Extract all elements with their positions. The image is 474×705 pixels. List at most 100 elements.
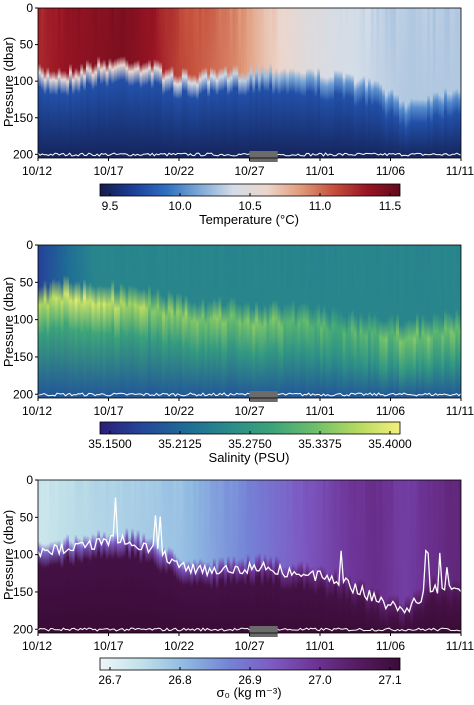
profile-column — [266, 480, 270, 633]
profile-column — [167, 8, 172, 158]
profile-column — [125, 480, 129, 633]
colorbar-tick-label: 26.8 — [168, 673, 192, 687]
profile-column — [102, 8, 107, 158]
profile-column — [218, 245, 222, 398]
profile-column — [444, 8, 448, 158]
profile-column — [257, 480, 262, 633]
colorbar-tick-label: 26.7 — [98, 673, 122, 687]
profile-column — [69, 8, 73, 158]
profile-column — [131, 245, 135, 398]
y-tick-label: 0 — [26, 473, 33, 487]
profile-column — [105, 480, 110, 633]
profile-column — [85, 480, 90, 633]
profile-column — [446, 8, 451, 158]
profile-column — [325, 480, 330, 633]
profile-column — [243, 480, 248, 633]
profile-column — [317, 8, 321, 158]
profile-column — [266, 8, 270, 158]
profile-column — [325, 245, 330, 398]
profile-column — [274, 480, 279, 633]
profile-column — [100, 8, 104, 158]
profile-column — [413, 245, 417, 398]
profile-column — [119, 8, 124, 158]
profile-column — [131, 480, 135, 633]
profile-column — [150, 245, 155, 398]
profile-column — [286, 8, 290, 158]
profile-column — [232, 245, 236, 398]
profile-column — [390, 8, 394, 158]
profile-column — [348, 480, 352, 633]
y-tick-label: 0 — [26, 238, 33, 252]
profile-column — [314, 245, 318, 398]
profile-column — [226, 8, 231, 158]
profile-column — [63, 480, 67, 633]
profile-column — [449, 245, 454, 398]
profile-column — [334, 245, 338, 398]
y-tick-label: 0 — [26, 1, 33, 15]
profile-column — [421, 245, 425, 398]
profile-column — [288, 8, 293, 158]
profile-column — [97, 480, 101, 633]
profile-column — [432, 480, 437, 633]
profile-column — [159, 8, 163, 158]
profile-column — [415, 8, 420, 158]
colorbar-tick-label: 26.9 — [238, 673, 262, 687]
profile-column — [407, 8, 411, 158]
profile-column — [305, 8, 310, 158]
profile-column — [122, 245, 127, 398]
profile-column — [128, 480, 132, 633]
profile-column — [179, 480, 183, 633]
profile-column — [424, 8, 428, 158]
x-tick-label: 10/12 — [22, 404, 52, 418]
profile-column — [404, 480, 409, 633]
profile-column — [269, 8, 273, 158]
profile-column — [91, 480, 95, 633]
y-tick-label: 150 — [13, 585, 33, 599]
profile-column — [382, 245, 386, 398]
colorbar-label: σ₀ (kg m⁻³) — [216, 685, 281, 700]
profile-column — [170, 245, 174, 398]
profile-column — [195, 8, 200, 158]
profile-column — [455, 245, 459, 398]
profile-column — [43, 480, 48, 633]
y-tick-label: 200 — [13, 147, 33, 161]
profile-column — [133, 245, 138, 398]
profile-column — [314, 480, 318, 633]
profile-column — [224, 245, 228, 398]
profile-column — [255, 8, 259, 158]
profile-column — [353, 480, 358, 633]
y-tick-label: 50 — [20, 38, 34, 52]
profile-column — [458, 245, 461, 398]
profile-column — [142, 245, 146, 398]
profile-column — [221, 8, 225, 158]
profile-column — [226, 245, 231, 398]
profile-column — [54, 245, 59, 398]
profile-column — [387, 480, 392, 633]
profile-column — [444, 480, 448, 633]
profile-column — [446, 245, 451, 398]
profile-column — [193, 480, 197, 633]
profile-column — [226, 480, 231, 633]
profile-column — [365, 480, 369, 633]
profile-column — [71, 480, 76, 633]
profile-column — [77, 245, 81, 398]
profile-column — [153, 8, 158, 158]
profile-column — [367, 480, 372, 633]
profile-column — [136, 245, 141, 398]
profile-column — [77, 8, 81, 158]
profile-column — [80, 245, 84, 398]
profile-column — [418, 8, 423, 158]
profile-column — [291, 8, 296, 158]
profile-column — [407, 480, 411, 633]
profile-column — [184, 8, 189, 158]
profile-column — [232, 8, 236, 158]
x-tick-label: 10/17 — [93, 639, 123, 653]
profile-column — [429, 245, 434, 398]
profile-column — [181, 8, 186, 158]
profile-column — [277, 8, 282, 158]
profile-column — [435, 480, 440, 633]
profile-column — [111, 8, 115, 158]
profile-column — [269, 480, 273, 633]
x-tick-label: 10/22 — [164, 164, 194, 178]
profile-column — [238, 245, 242, 398]
